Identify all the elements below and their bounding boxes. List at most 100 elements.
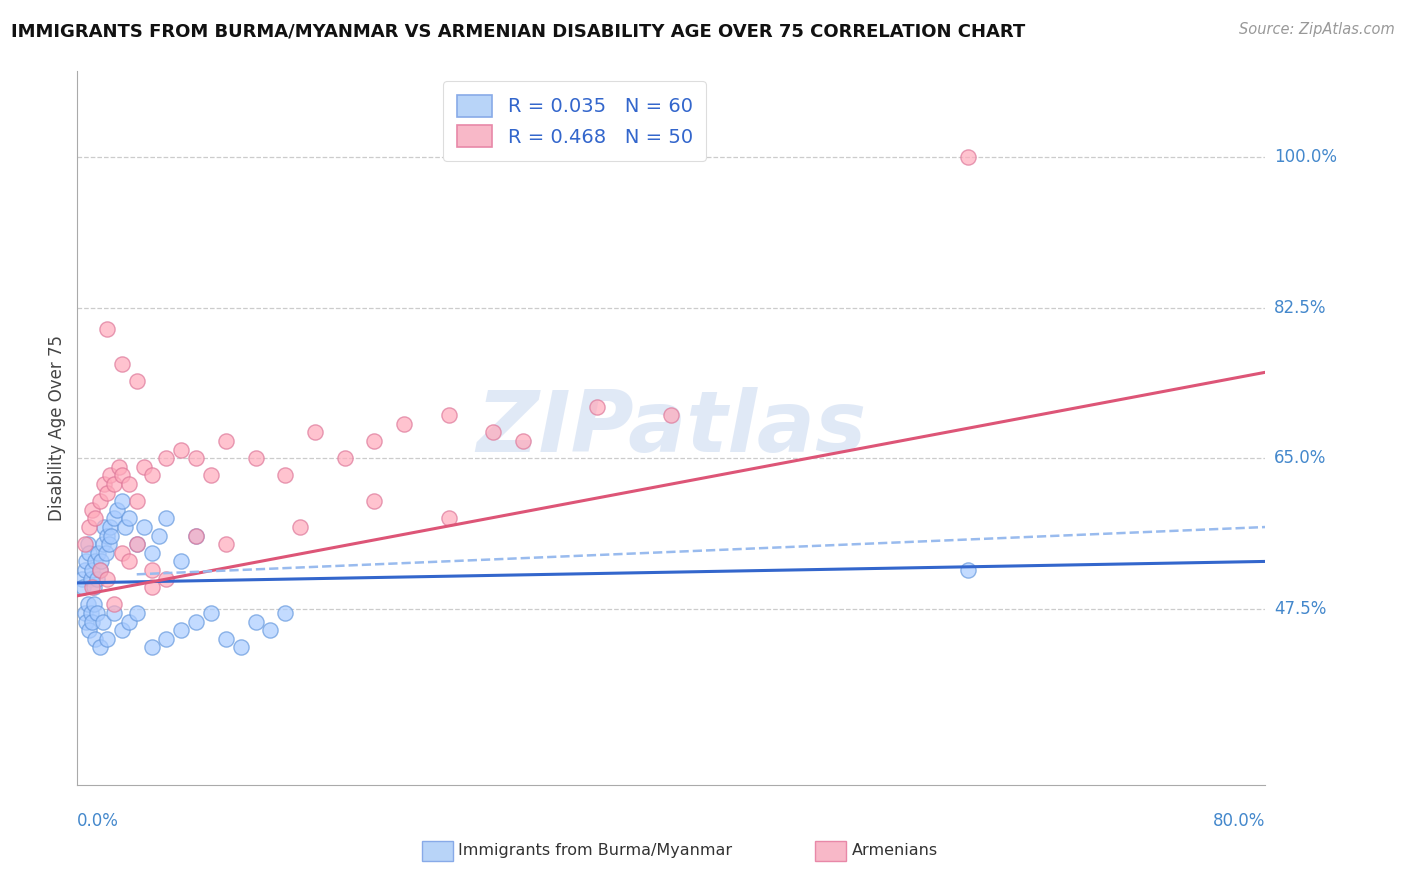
Text: 0.0%: 0.0% [77,812,120,830]
Point [80,606,103,620]
Text: 82.5%: 82.5% [1274,299,1326,317]
Point [512,434,534,448]
Point [103,606,125,620]
Point [82,503,104,517]
Text: Armenians: Armenians [852,844,938,858]
Point [215,434,238,448]
Point [96,632,118,646]
Point [97,537,120,551]
Point [134,459,156,474]
Point [245,451,267,466]
Legend: R = 0.035   N = 60, R = 0.468   N = 50: R = 0.035 N = 60, R = 0.468 N = 50 [443,81,706,161]
Point [125,494,148,508]
Point [73,606,96,620]
Point [155,511,177,525]
Point [77,624,100,638]
Point [98,468,121,483]
Point [108,459,131,474]
Point [89,563,111,577]
Point [118,511,141,525]
Point [84,554,107,568]
Point [586,400,609,414]
Point [111,624,134,638]
Point [363,434,385,448]
Point [215,632,238,646]
Point [437,511,460,525]
Point [84,632,107,646]
Point [70,572,93,586]
Point [87,546,110,560]
Point [229,640,252,655]
Point [661,409,683,423]
Point [89,563,111,577]
Text: Immigrants from Burma/Myanmar: Immigrants from Burma/Myanmar [458,844,733,858]
Text: 65.0%: 65.0% [1274,450,1326,467]
Point [83,598,105,612]
Point [96,485,118,500]
Point [90,554,112,568]
Point [96,528,118,542]
Point [141,580,163,594]
Point [392,417,415,431]
Point [111,357,134,371]
Point [148,528,170,542]
Point [76,598,98,612]
Point [100,528,122,542]
Point [76,537,98,551]
Point [141,468,163,483]
Text: 100.0%: 100.0% [1274,148,1337,166]
Point [86,572,108,586]
Text: IMMIGRANTS FROM BURMA/MYANMAR VS ARMENIAN DISABILITY AGE OVER 75 CORRELATION CHA: IMMIGRANTS FROM BURMA/MYANMAR VS ARMENIA… [11,22,1025,40]
Point [186,528,208,542]
Point [73,537,96,551]
Point [141,546,163,560]
Point [125,606,148,620]
Point [72,580,94,594]
Point [77,520,100,534]
Point [363,494,385,508]
Point [274,468,297,483]
Point [118,554,141,568]
Point [111,546,134,560]
Point [93,477,115,491]
Point [91,537,114,551]
Point [170,624,193,638]
Point [107,503,129,517]
Point [245,615,267,629]
Point [437,409,460,423]
Point [957,150,980,164]
Point [155,451,177,466]
Point [77,546,100,560]
Point [82,615,104,629]
Point [215,537,238,551]
Y-axis label: Disability Age Over 75: Disability Age Over 75 [48,335,66,521]
Text: ZIPatlas: ZIPatlas [477,386,866,470]
Point [125,374,148,388]
Point [134,520,156,534]
Text: 80.0%: 80.0% [1213,812,1265,830]
Point [200,606,222,620]
Point [186,451,208,466]
Point [118,615,141,629]
Point [89,494,111,508]
Text: Source: ZipAtlas.com: Source: ZipAtlas.com [1239,22,1395,37]
Point [98,520,121,534]
Point [118,477,141,491]
Point [80,572,103,586]
Point [111,494,134,508]
Point [141,563,163,577]
Point [96,322,118,336]
Point [482,425,505,440]
Point [170,442,193,457]
Point [274,606,297,620]
Point [103,598,125,612]
Point [103,511,125,525]
Point [93,520,115,534]
Point [125,537,148,551]
Point [84,511,107,525]
Point [957,563,980,577]
Point [186,528,208,542]
Point [94,546,117,560]
Point [83,580,105,594]
Point [96,572,118,586]
